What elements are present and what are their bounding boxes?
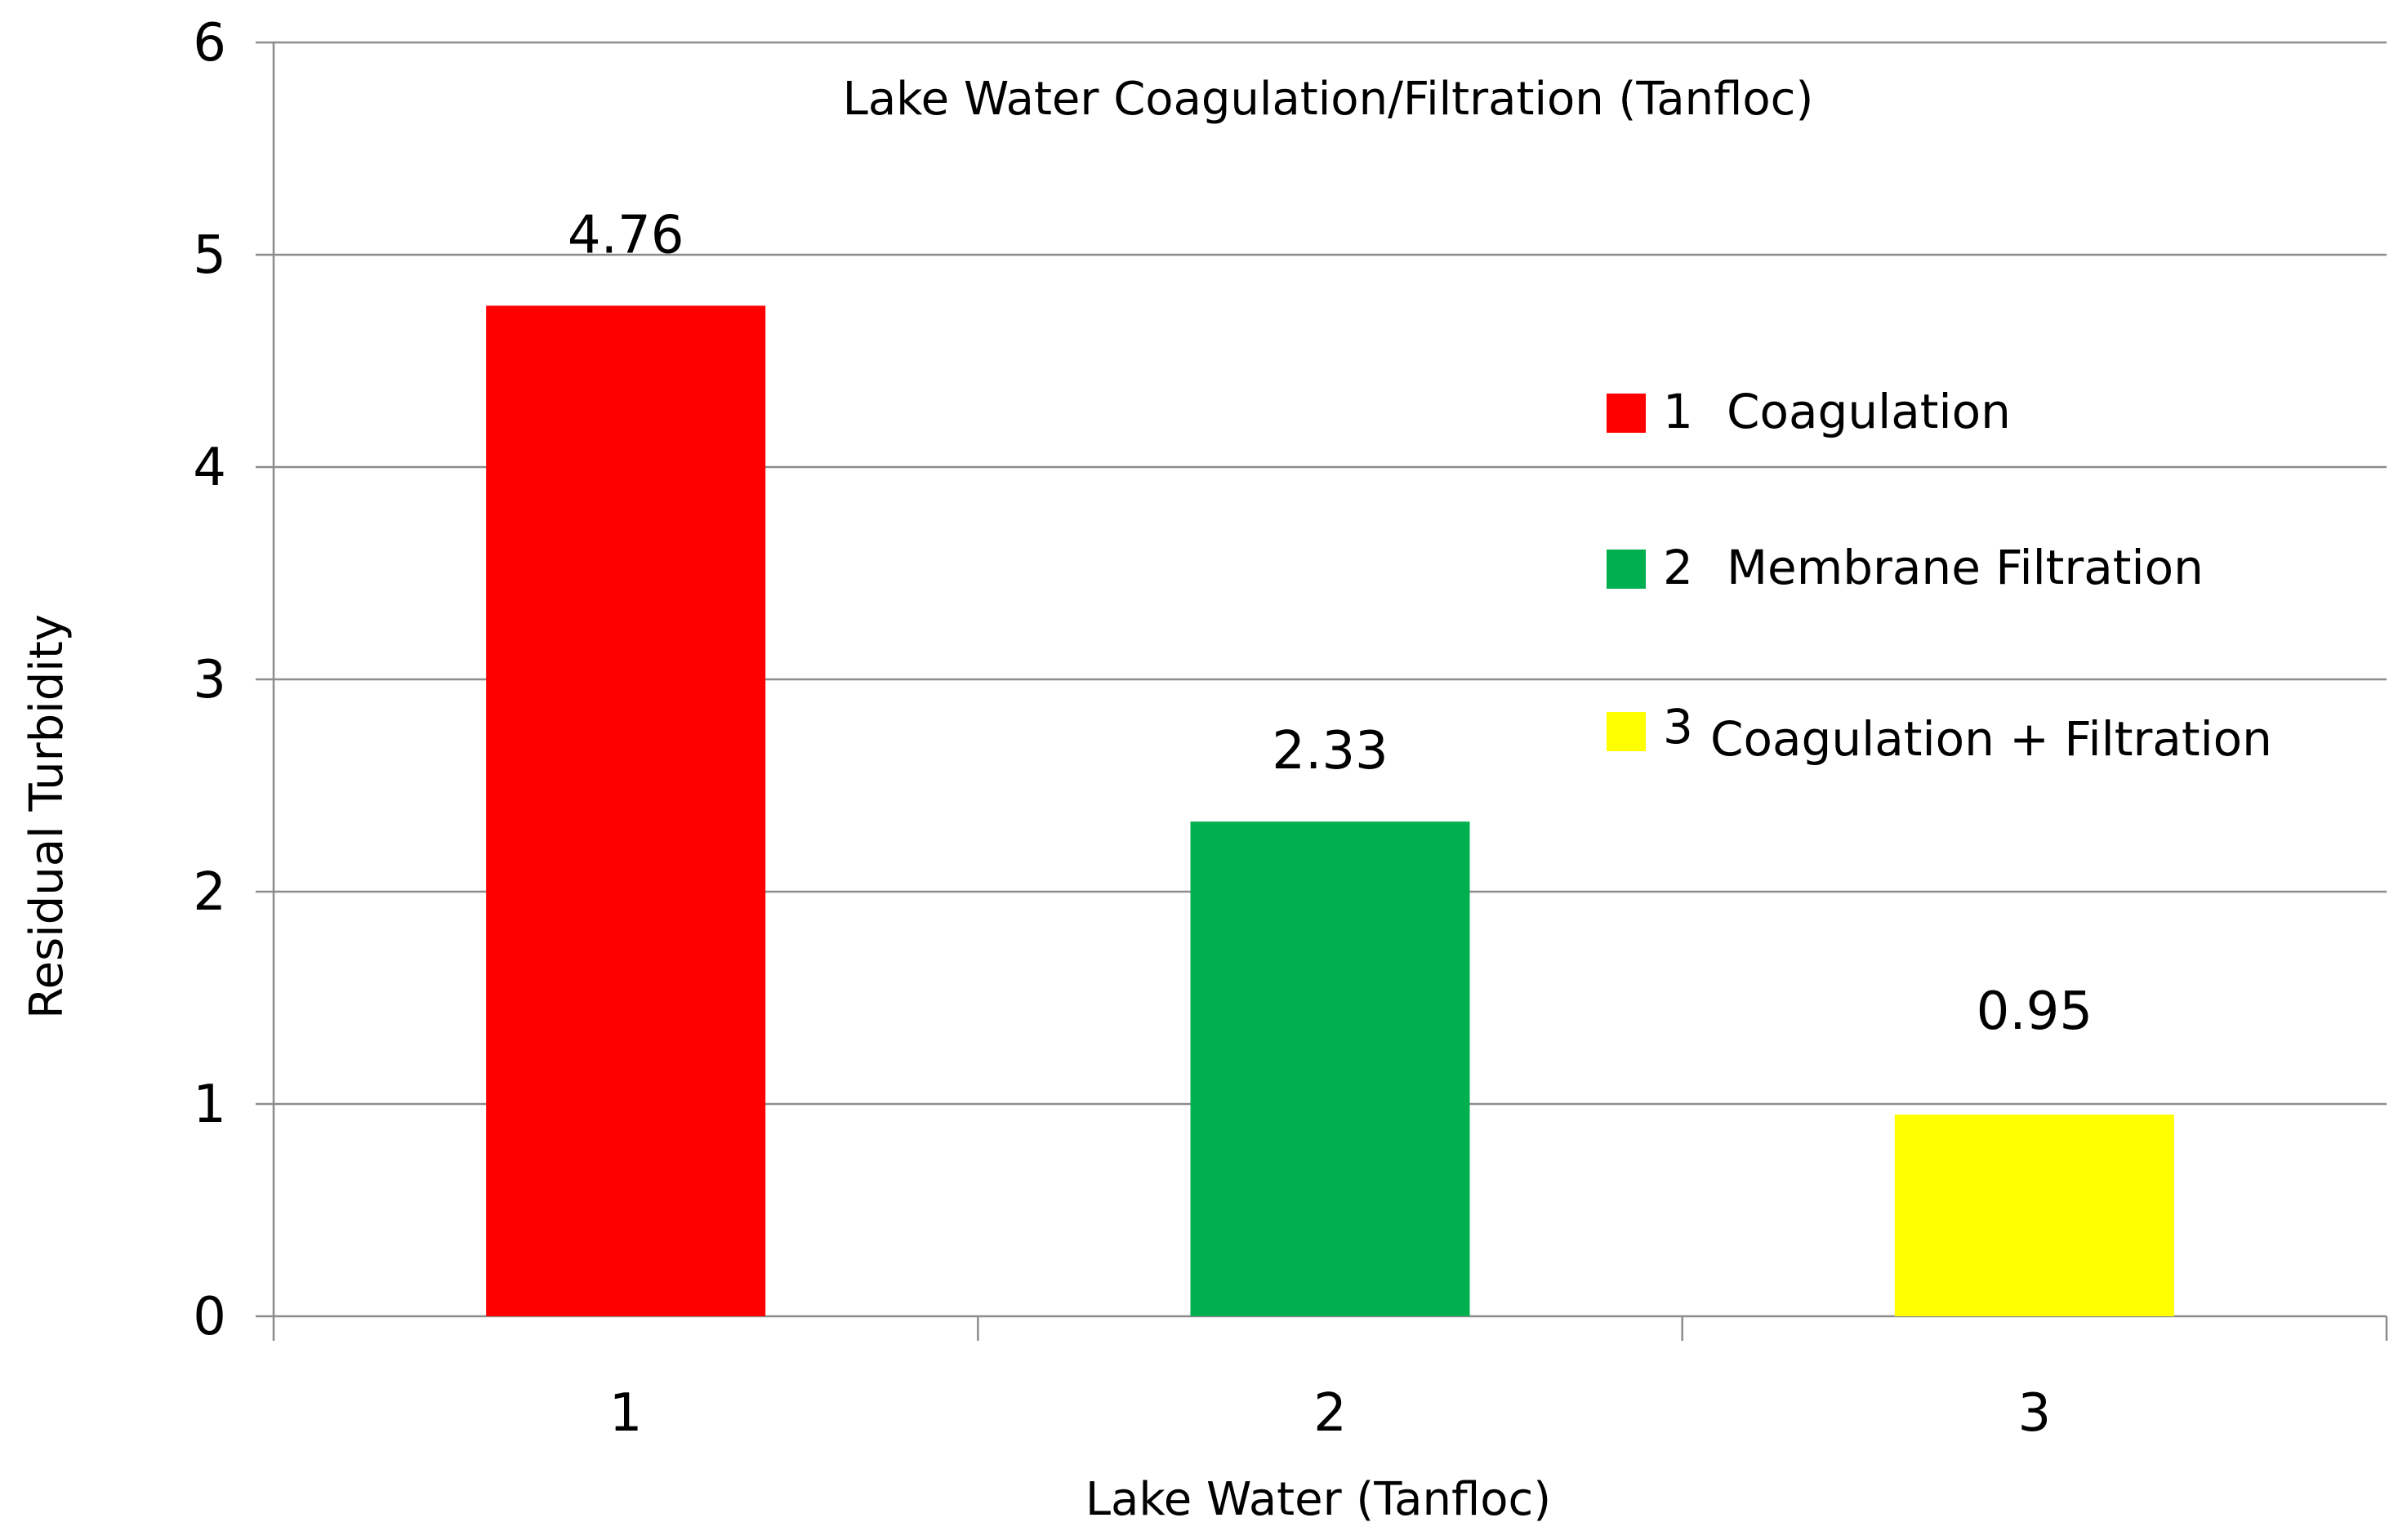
y-tick-label-4: 4 [193,438,226,498]
chart-title: Lake Water Coagulation/Filtration (Tanfl… [843,73,1814,126]
y-axis-title: Residual Turbidity [20,614,74,1019]
bar-2 [1190,821,1470,1316]
y-tick-label-6: 6 [193,13,226,73]
legend-number-3: 3 [1663,699,1693,754]
legend-label-coagulation-filtration: Coagulation + Filtration [1710,711,2272,767]
legend-swatch-coagulation-filtration [1607,712,1646,751]
legend-label-coagulation: Coagulation [1727,384,2011,439]
y-tick-label-5: 5 [193,225,226,286]
legend-number-2: 2 [1663,540,1693,595]
legend-label-membrane-filtration: Membrane Filtration [1727,540,2204,595]
y-tick-label-2: 2 [193,862,226,923]
legend-swatch-coagulation [1607,394,1646,433]
x-tick-label-2: 2 [1313,1383,1347,1444]
legend-number-1: 1 [1663,384,1693,439]
legend-swatch-membrane-filtration [1607,550,1646,589]
x-tick-label-1: 1 [609,1383,643,1444]
data-labels: 4.76 2.33 0.95 [568,205,2093,1042]
data-label-3: 0.95 [1977,981,2093,1042]
y-tick-label-1: 1 [193,1075,226,1135]
legend: 1 Coagulation 2 Membrane Filtration 3 Co… [1607,384,2272,767]
bar-1 [486,305,766,1316]
bar-3 [1894,1115,2174,1316]
bars [486,305,2174,1316]
y-tick-label-0: 0 [193,1287,226,1347]
axes: 0 1 2 3 4 5 6 1 2 3 [193,13,2388,1444]
x-axis-title: Lake Water (Tanfloc) [1085,1473,1551,1526]
data-label-2: 2.33 [1272,721,1388,781]
y-tick-label-3: 3 [193,650,226,710]
data-label-1: 4.76 [568,205,684,265]
x-tick-label-3: 3 [2017,1383,2051,1444]
